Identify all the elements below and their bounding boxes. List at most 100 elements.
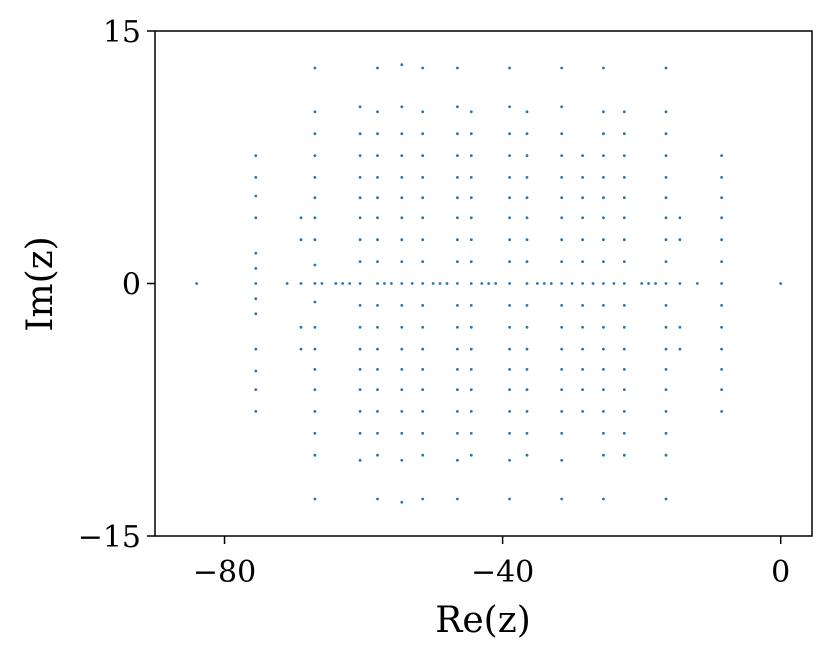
data-point (622, 154, 626, 158)
data-point (358, 176, 362, 179)
data-point (445, 282, 449, 285)
data-point (602, 497, 605, 501)
data-point (525, 453, 529, 457)
data-point (560, 431, 564, 435)
data-point (622, 260, 626, 263)
data-point (456, 388, 459, 391)
data-point (602, 282, 605, 285)
data-point (581, 410, 584, 413)
data-point (560, 410, 564, 413)
data-point (456, 66, 459, 70)
data-point (525, 325, 529, 329)
data-point (456, 347, 459, 351)
data-point (421, 325, 425, 329)
data-point (358, 388, 362, 391)
data-point (720, 304, 723, 307)
data-point (376, 431, 379, 435)
data-point (602, 176, 605, 179)
data-point (383, 282, 386, 285)
data-point (313, 66, 317, 70)
data-point (358, 282, 362, 285)
data-point (560, 260, 564, 263)
y-axis-label: Im(z) (20, 236, 61, 331)
data-point (508, 154, 511, 158)
data-point (581, 216, 584, 220)
data-point (456, 260, 459, 263)
data-point (622, 196, 626, 200)
plot-frame (154, 30, 813, 537)
data-point (720, 196, 723, 200)
data-point (469, 453, 473, 457)
data-point (400, 176, 404, 179)
data-point (508, 388, 511, 391)
data-point (720, 216, 723, 220)
data-point (487, 282, 491, 285)
data-point (602, 453, 605, 457)
x-tick-label: −40 (471, 555, 534, 590)
data-point (508, 238, 511, 242)
data-point (254, 216, 258, 220)
data-point (469, 132, 473, 136)
data-point (431, 282, 435, 285)
data-point (313, 176, 317, 179)
data-point (456, 132, 459, 136)
data-point (622, 110, 626, 114)
data-point (664, 497, 668, 501)
data-point (508, 66, 511, 70)
data-point (508, 196, 511, 200)
data-point (313, 132, 317, 136)
data-point (525, 110, 529, 114)
data-point (602, 66, 605, 70)
data-point (560, 105, 564, 109)
data-point (469, 388, 473, 391)
data-point (469, 325, 473, 329)
data-point (602, 325, 605, 329)
data-point (525, 132, 529, 136)
data-point (720, 347, 723, 351)
data-point (560, 325, 564, 329)
x-axis-ticks: −80 −40 0 (193, 536, 790, 590)
data-point (560, 368, 564, 371)
data-point (469, 216, 473, 220)
data-point (313, 282, 317, 285)
data-point (525, 368, 529, 371)
data-point (358, 325, 362, 329)
data-point (678, 325, 682, 329)
data-point (664, 347, 668, 351)
data-point (254, 410, 258, 413)
data-point (622, 238, 626, 242)
data-point (622, 410, 626, 413)
data-point (581, 388, 584, 391)
data-point (254, 347, 258, 351)
data-point (581, 282, 584, 285)
data-point (341, 282, 345, 285)
data-point (664, 368, 668, 371)
data-point (581, 368, 584, 371)
data-point (602, 238, 605, 242)
data-point (358, 347, 362, 351)
data-point (508, 368, 511, 371)
data-point (254, 312, 258, 316)
y-tick-label: −15 (78, 520, 141, 555)
data-point (376, 176, 379, 179)
data-point (779, 282, 783, 285)
data-point (299, 238, 303, 242)
data-point (508, 282, 511, 285)
data-point (469, 304, 473, 307)
data-point (591, 282, 595, 285)
data-point (376, 388, 379, 391)
data-point (664, 388, 668, 391)
x-axis-label: Re(z) (435, 600, 530, 641)
data-point (720, 176, 723, 179)
data-point (622, 347, 626, 351)
data-point (456, 196, 459, 200)
data-point (508, 105, 511, 109)
data-point (508, 216, 511, 220)
data-point (400, 196, 404, 200)
data-point (469, 154, 473, 158)
data-point (664, 238, 668, 242)
data-point (525, 216, 529, 220)
data-point (654, 282, 657, 285)
data-point (581, 325, 584, 329)
data-point (285, 282, 289, 285)
